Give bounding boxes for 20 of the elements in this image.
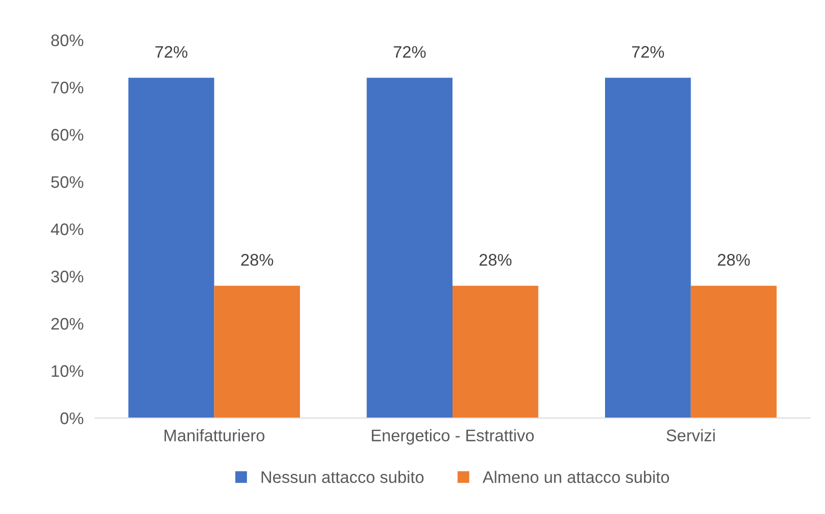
- y-tick-label: 0%: [60, 412, 84, 424]
- y-tick-label: 70%: [51, 82, 84, 94]
- data-label: 28%: [718, 254, 750, 266]
- y-tick-label: 50%: [51, 176, 84, 188]
- y-tick-label: 80%: [51, 34, 84, 46]
- legend-label: Almeno un attacco subito: [482, 470, 670, 484]
- x-tick-label: Energetico - Estrattivo: [372, 429, 534, 445]
- data-label: 72%: [394, 46, 426, 58]
- legend-label: Nessun attacco subito: [262, 470, 424, 484]
- data-label: 28%: [241, 254, 274, 266]
- data-label: 72%: [155, 46, 188, 58]
- y-tick-label: 60%: [51, 128, 84, 141]
- y-tick-label: 20%: [51, 318, 84, 330]
- data-label: 28%: [480, 254, 512, 266]
- data-label: 72%: [632, 46, 664, 58]
- y-tick-label: 40%: [50, 223, 84, 236]
- x-tick-label: Servizi: [666, 429, 715, 442]
- x-tick-label: Manifatturiero: [164, 429, 264, 442]
- y-tick-label: 30%: [51, 270, 84, 282]
- y-tick-label: 10%: [52, 365, 84, 377]
